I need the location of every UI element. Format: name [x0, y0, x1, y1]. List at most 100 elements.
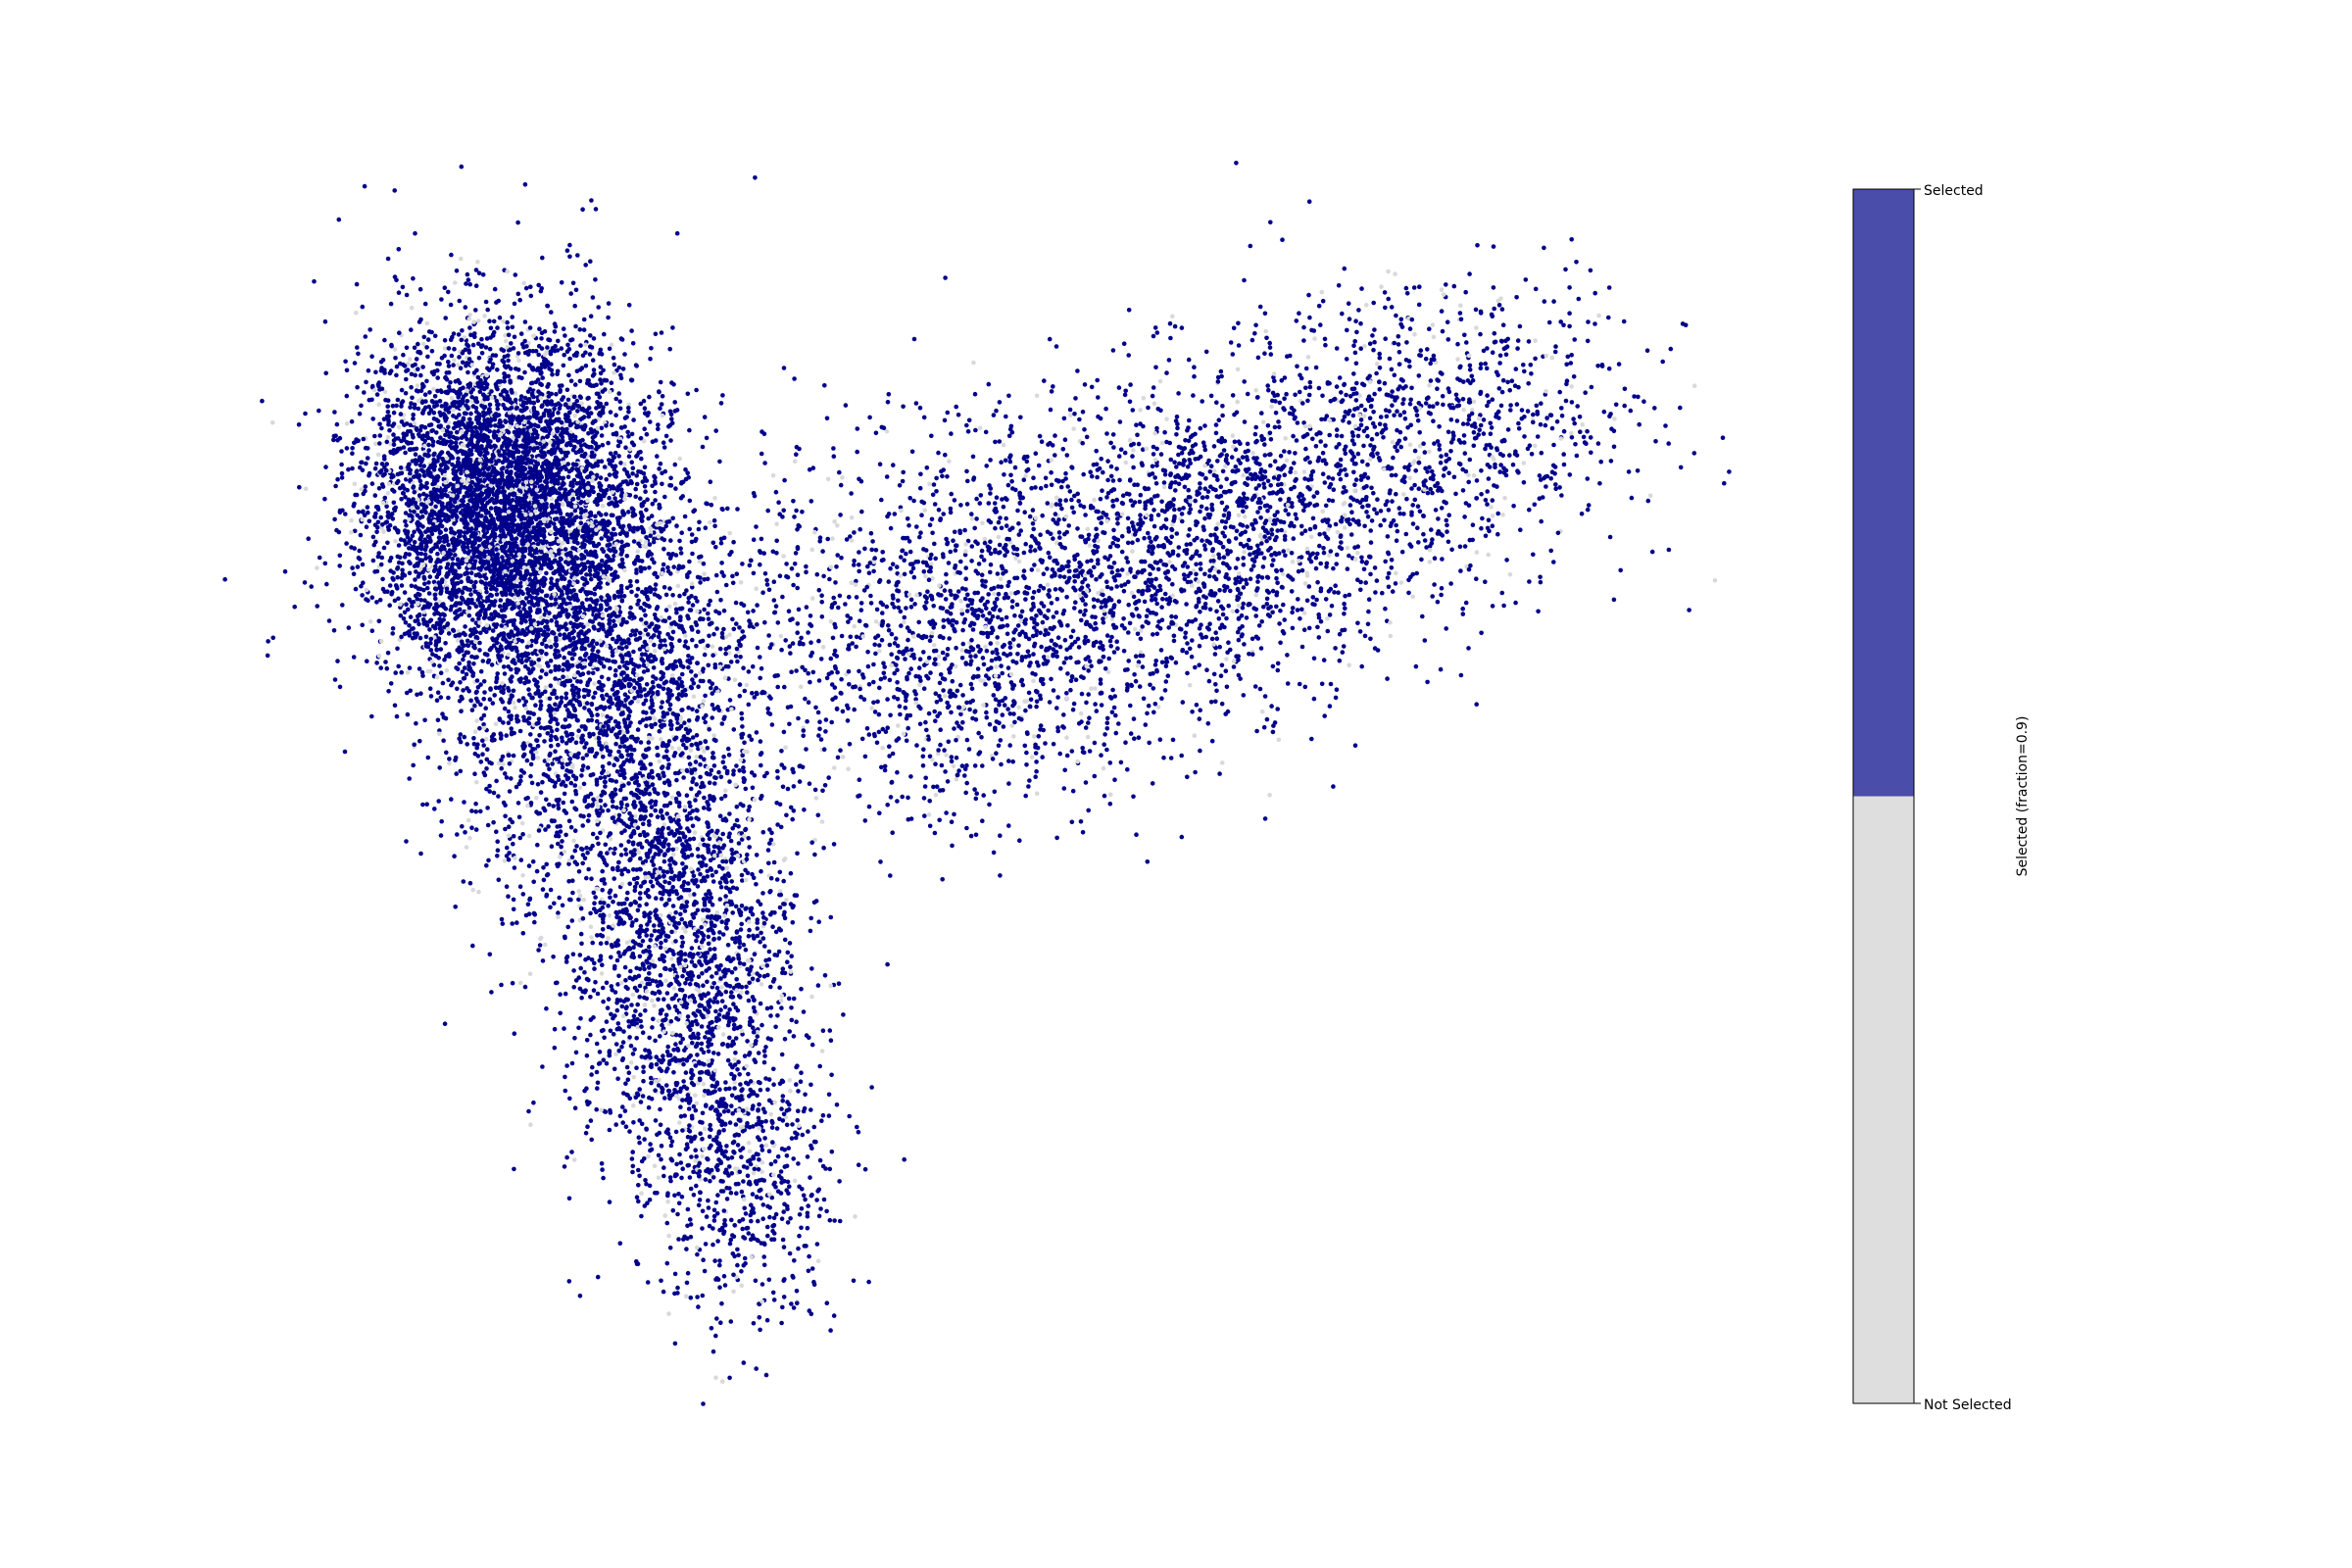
scatter-point-selected [611, 454, 616, 460]
scatter-point-selected [414, 388, 419, 393]
scatter-point-selected [477, 640, 482, 646]
scatter-point-selected [439, 523, 445, 529]
scatter-point-not-selected [575, 419, 580, 424]
scatter-point-selected [426, 404, 432, 410]
scatter-point-selected [505, 477, 511, 483]
scatter-point-selected [451, 470, 457, 476]
scatter-point-not-selected [516, 358, 521, 364]
scatter-point-selected [346, 466, 351, 472]
scatter-point-selected [466, 277, 471, 283]
scatter-point-selected [369, 481, 375, 486]
scatter-point-selected [483, 585, 489, 591]
scatter-point-selected [591, 368, 597, 372]
scatter-point-selected [353, 492, 358, 498]
scatter-point-selected [492, 693, 498, 698]
scatter-point-selected [430, 652, 435, 657]
scatter-point-selected [404, 522, 409, 528]
scatter-point-selected [556, 441, 561, 447]
scatter-point-not-selected [378, 639, 384, 644]
scatter-point-selected [508, 471, 514, 476]
scatter-point-selected [512, 301, 517, 307]
scatter-point-selected [430, 428, 436, 433]
scatter-point-selected [577, 327, 583, 332]
scatter-point-selected [427, 390, 432, 395]
scatter-point-selected [660, 481, 664, 487]
scatter-point-selected [565, 474, 571, 480]
scatter-point-selected [524, 416, 530, 420]
scatter-point-selected [426, 591, 432, 596]
scatter-point-selected [399, 583, 405, 588]
scatter-point-selected [394, 372, 399, 378]
scatter-point-selected [482, 533, 487, 539]
scatter-point-selected [596, 305, 601, 310]
scatter-point-selected [446, 542, 451, 548]
scatter-point-not-selected [622, 567, 627, 573]
scatter-point-selected [377, 421, 382, 427]
scatter-point-selected [453, 553, 458, 558]
scatter-point-selected [672, 400, 677, 405]
scatter-point-selected [617, 399, 622, 405]
scatter-point-selected [366, 368, 371, 373]
scatter-point-selected [451, 331, 457, 336]
scatter-point-selected [635, 586, 641, 592]
scatter-point-selected [413, 577, 417, 582]
scatter-point-selected [450, 562, 456, 566]
scatter-point-selected [539, 336, 544, 341]
scatter-point-selected [489, 600, 495, 605]
scatter-point-not-selected [453, 280, 458, 285]
scatter-point-selected [591, 383, 597, 389]
scatter-point-selected [448, 302, 454, 308]
scatter-point-selected [439, 297, 444, 302]
scatter-point-selected [600, 408, 606, 414]
scatter-point-not-selected [567, 401, 573, 407]
scatter-point-selected [467, 281, 473, 287]
scatter-point-selected [509, 341, 514, 346]
scatter-point-not-selected [691, 694, 697, 699]
scatter-point-selected [476, 341, 481, 347]
scatter-point-selected [438, 670, 444, 675]
scatter-point-selected [383, 660, 388, 664]
scatter-point-selected [583, 263, 588, 268]
scatter-point-selected [417, 536, 423, 542]
scatter-point-selected [461, 463, 466, 467]
scatter-point-selected [350, 565, 355, 570]
scatter-point-selected [505, 319, 510, 325]
scatter-point-selected [491, 477, 496, 483]
scatter-point-selected [590, 373, 596, 378]
scatter-point-selected [361, 491, 367, 497]
scatter-point-selected [567, 254, 572, 260]
scatter-point-selected [555, 435, 560, 441]
scatter-point-selected [478, 668, 484, 674]
scatter-point-selected [464, 363, 468, 368]
scatter-point-selected [476, 355, 482, 361]
scatter-point-selected [398, 361, 403, 367]
scatter-point-selected [509, 629, 514, 635]
scatter-point-selected [424, 378, 429, 384]
scatter-point-selected [365, 659, 369, 663]
scatter-point-selected [439, 509, 444, 514]
scatter-point-selected [458, 768, 464, 774]
scatter-point-selected [417, 286, 423, 292]
scatter-point-selected [317, 408, 321, 414]
scatter-point-selected [492, 413, 497, 418]
scatter-point-selected [515, 220, 520, 225]
scatter-point-selected [417, 478, 423, 484]
scatter-point-selected [404, 501, 410, 507]
scatter-point-selected [645, 597, 651, 602]
scatter-point-selected [484, 336, 490, 341]
scatter-point-selected [506, 443, 511, 449]
scatter-point-selected [482, 690, 487, 695]
scatter-point-selected [568, 480, 574, 486]
scatter-point-not-selected [622, 462, 627, 467]
scatter-point-selected [381, 416, 387, 422]
scatter-point-not-selected [445, 626, 451, 632]
scatter-point-selected [598, 475, 604, 480]
scatter-point-selected [635, 453, 640, 458]
scatter-point-not-selected [561, 541, 565, 546]
scatter-point-selected [438, 518, 444, 523]
scatter-point-selected [649, 346, 654, 351]
scatter-point-selected [620, 509, 625, 514]
scatter-point-selected [389, 474, 394, 480]
scatter-point-selected [424, 493, 429, 499]
scatter-point-selected [513, 397, 518, 403]
